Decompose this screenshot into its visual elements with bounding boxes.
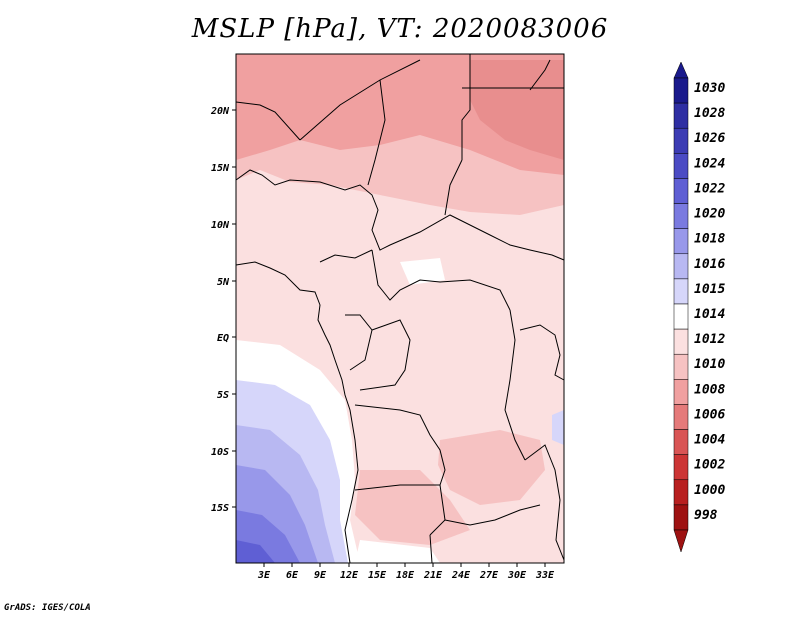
colorbar-segment <box>673 203 689 229</box>
lon-label: 24E <box>451 570 471 581</box>
colorbar-segment <box>673 479 689 506</box>
lon-label: 30E <box>507 570 527 581</box>
map-frame <box>235 53 565 564</box>
sahel-border <box>235 169 565 261</box>
colorbar-segment <box>673 429 689 455</box>
colorbar-label: 1012 <box>694 332 725 347</box>
colorbar-segment <box>673 228 689 255</box>
pressure-field <box>236 54 564 563</box>
colorbar-segment <box>673 253 689 280</box>
colorbar-label: 1022 <box>694 181 725 196</box>
chart-title: MSLP [hPa], VT: 2020083006 <box>191 14 609 44</box>
lon-label: 6E <box>286 570 299 581</box>
egypt-sudan <box>461 54 471 160</box>
colorbar-segment <box>673 504 689 531</box>
colorbar-label: 1008 <box>694 382 725 397</box>
lon-label: 33E <box>535 570 555 581</box>
colorbar-segment <box>673 379 689 405</box>
field-1022 <box>236 540 275 563</box>
angola-namibia <box>354 484 446 536</box>
colorbar-segment <box>673 153 689 179</box>
colorbar-segment <box>673 178 689 204</box>
colorbar-segment <box>673 303 689 330</box>
lake-victoria <box>519 324 565 381</box>
colorbar-label: 1010 <box>694 357 725 372</box>
north-border-1 <box>299 59 421 141</box>
field-1015-east <box>552 410 564 445</box>
colorbar-segment <box>673 102 689 129</box>
drc-east <box>504 309 526 461</box>
colorbar-top-arrow <box>673 61 689 79</box>
lat-label: 10S <box>211 447 229 458</box>
colorbar-label: 1002 <box>694 458 725 473</box>
lon-label: 27E <box>479 570 499 581</box>
colorbar-segment <box>673 328 689 355</box>
footer-credit: GrADS: IGES/COLA <box>4 603 91 613</box>
colorbar-label: 1014 <box>694 307 725 322</box>
colorbar-label: 1028 <box>694 106 725 121</box>
borders <box>235 54 565 564</box>
lat-label: 10N <box>211 220 230 231</box>
lon-label: 9E <box>314 570 327 581</box>
colorbar-label: 1006 <box>694 407 725 422</box>
sudan-chad <box>444 159 463 216</box>
colorbar-label: 1000 <box>694 483 725 498</box>
lon-label: 18E <box>396 570 415 581</box>
colorbar-segment <box>673 353 689 380</box>
colorbar-bottom-arrow <box>673 529 689 553</box>
lon-labels: 3E 6E 9E 12E 15E 18E 21E 24E 27E 30E 33E <box>257 570 555 581</box>
colorbar-label: 1018 <box>694 232 725 247</box>
north-border-2 <box>367 79 386 186</box>
lat-label: 15S <box>211 503 229 514</box>
car-border <box>371 249 511 311</box>
namibia-botswana <box>429 534 433 564</box>
colorbar-segment <box>673 278 689 305</box>
lon-label: 12E <box>340 570 359 581</box>
lon-label: 21E <box>423 570 443 581</box>
lat-label: 20N <box>210 106 230 117</box>
colorbar-segment <box>673 77 689 104</box>
field-1014-south <box>355 540 440 563</box>
lat-label: 5N <box>217 277 230 288</box>
colorbar-label: 998 <box>694 508 718 523</box>
west-coast <box>235 261 359 564</box>
colorbar-label: 1020 <box>694 207 725 222</box>
mozambique-coast <box>524 444 565 561</box>
lon-label: 3E <box>257 570 271 581</box>
nigeria-cameroon <box>319 249 373 263</box>
field-1010-sw <box>355 470 470 545</box>
colorbar-label: 1015 <box>694 282 725 297</box>
mali-border <box>235 101 301 141</box>
colorbar-segment <box>673 454 689 481</box>
field-1014-center <box>400 258 445 285</box>
colorbar-label: 1016 <box>694 257 725 272</box>
field-1006-ne <box>470 60 564 160</box>
colorbar-label: 1030 <box>694 81 725 96</box>
colorbar-label: 1024 <box>694 156 725 171</box>
lat-label: EQ <box>217 333 229 344</box>
lon-label: 15E <box>368 570 387 581</box>
lat-labels: 20N 15N 10N 5N EQ 5S 10S 15S <box>210 106 230 514</box>
angola-drc <box>354 404 446 486</box>
colorbar-segment <box>673 127 689 154</box>
lat-label: 15N <box>211 163 230 174</box>
lat-label: 5S <box>217 390 229 401</box>
congo-drc <box>359 319 411 391</box>
colorbar-segment <box>673 404 689 430</box>
field-1010-south <box>438 430 545 505</box>
red-sea <box>529 59 551 91</box>
colorbar-label: 1004 <box>694 433 725 448</box>
axis-ticks <box>232 109 546 567</box>
zambia-zimbabwe <box>444 504 541 526</box>
colorbar: 1030 1028 1026 1024 1022 1020 1018 1016 1015 1014… <box>673 61 725 553</box>
colorbar-label: 1026 <box>694 131 725 146</box>
